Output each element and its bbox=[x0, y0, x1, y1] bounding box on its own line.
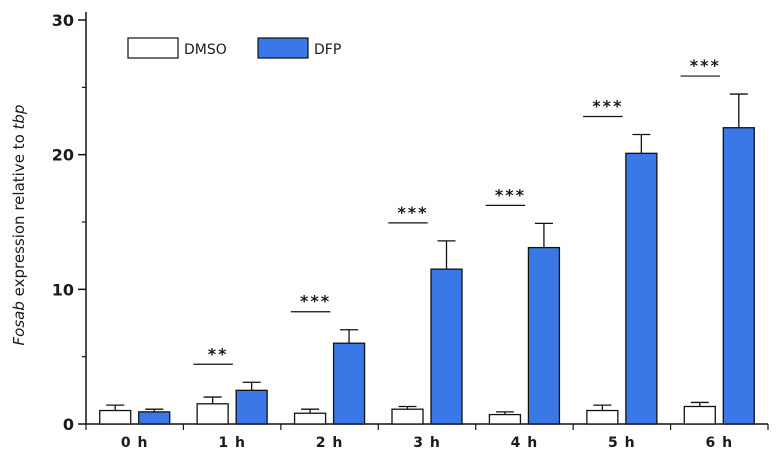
bar-dfp bbox=[138, 411, 171, 425]
legend-swatch-dfp bbox=[257, 37, 309, 59]
bar-dfp bbox=[527, 246, 561, 425]
bar-dfp bbox=[625, 152, 658, 425]
bar-dmso bbox=[488, 413, 522, 425]
significance-label: *** bbox=[592, 96, 623, 115]
y-axis-label: Fosab expression relative to tbp bbox=[10, 105, 28, 346]
legend-label-dfp: DFP bbox=[314, 42, 341, 58]
significance-markers: ***************** bbox=[193, 56, 721, 365]
x-tick-label: 3 h bbox=[413, 435, 441, 451]
significance-label: *** bbox=[397, 203, 428, 222]
significance-label: *** bbox=[300, 292, 331, 311]
x-tick-label: 2 h bbox=[316, 435, 344, 451]
bar-dmso bbox=[99, 409, 132, 425]
legend-swatch-dmso bbox=[127, 37, 179, 59]
x-tick-label: 5 h bbox=[608, 435, 636, 451]
legend-label-dmso: DMSO bbox=[184, 42, 227, 58]
x-tick-label: 0 h bbox=[121, 435, 149, 451]
y-axis: 0 10 20 30 bbox=[52, 11, 87, 434]
bar-dmso bbox=[586, 409, 619, 425]
bars bbox=[99, 93, 755, 425]
significance-label: ** bbox=[208, 344, 229, 363]
bar-dfp bbox=[722, 127, 755, 425]
y-tick-label: 10 bbox=[52, 280, 74, 299]
bar-dmso bbox=[683, 405, 716, 425]
bar-dmso bbox=[196, 403, 229, 425]
bar-dfp bbox=[332, 342, 366, 425]
y-tick-label: 30 bbox=[52, 11, 74, 30]
x-tick-label: 4 h bbox=[511, 435, 539, 451]
y-tick-label: 0 bbox=[63, 415, 74, 434]
bar-dfp bbox=[430, 268, 463, 425]
significance-label: *** bbox=[495, 185, 526, 204]
x-axis: 0 h 1 h 2 h 3 h 4 h 5 h 6 h bbox=[85, 423, 769, 451]
x-tick-label: 1 h bbox=[218, 435, 246, 451]
significance-label: *** bbox=[690, 56, 721, 75]
bar-dmso bbox=[391, 408, 424, 425]
y-tick-label: 20 bbox=[52, 146, 74, 165]
x-tick-label: 6 h bbox=[705, 435, 733, 451]
legend: DMSO DFP bbox=[127, 37, 341, 59]
bar-dmso bbox=[293, 412, 327, 425]
bar-dfp bbox=[235, 389, 268, 425]
